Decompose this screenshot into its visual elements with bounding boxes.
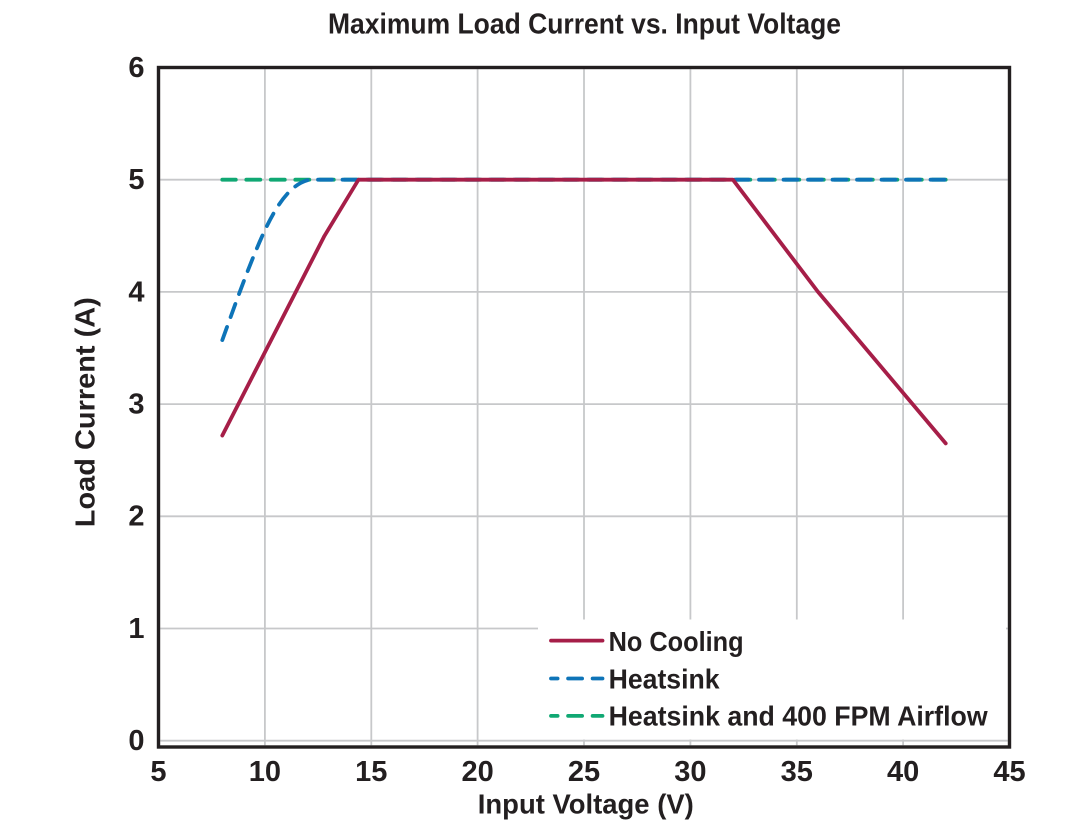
svg-text:35: 35 [781,756,813,788]
svg-text:1: 1 [128,613,144,645]
svg-text:45: 45 [993,756,1025,788]
svg-text:No Cooling: No Cooling [609,626,744,657]
svg-text:Heatsink: Heatsink [609,664,720,695]
svg-text:20: 20 [461,756,493,788]
svg-text:4: 4 [128,276,144,308]
svg-text:Load Current (A): Load Current (A) [70,297,101,527]
svg-text:5: 5 [150,756,166,788]
svg-text:Heatsink and 400 FPM Airflow: Heatsink and 400 FPM Airflow [609,701,988,732]
svg-text:3: 3 [128,389,144,421]
svg-text:2: 2 [128,501,144,533]
svg-text:25: 25 [568,756,600,788]
svg-text:5: 5 [128,164,144,196]
svg-text:Input Voltage (V): Input Voltage (V) [478,789,694,820]
svg-text:0: 0 [128,725,144,757]
svg-text:6: 6 [128,52,144,84]
svg-text:15: 15 [355,756,387,788]
svg-text:30: 30 [674,756,706,788]
svg-text:Maximum Load Current vs. Input: Maximum Load Current vs. Input Voltage [328,9,841,41]
svg-text:40: 40 [887,756,919,788]
svg-text:10: 10 [249,756,281,788]
